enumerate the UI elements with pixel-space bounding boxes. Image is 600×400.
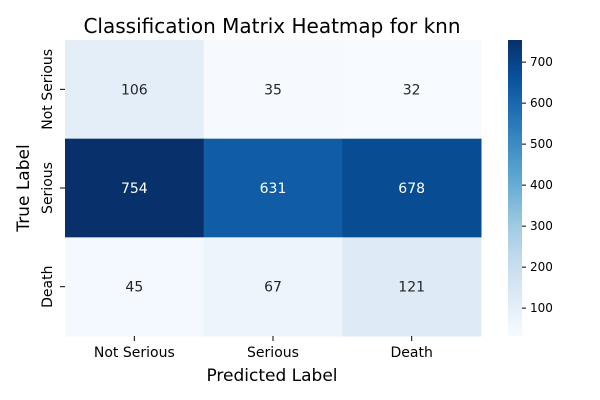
colorbar-ticks: 100 200 300 400 500 600 700 <box>522 55 553 315</box>
colorbar-tick-label: 600 <box>530 96 553 110</box>
cell-value-label: 45 <box>125 280 143 296</box>
y-axis-ticks: Not Serious Serious Death <box>40 49 65 308</box>
x-tick-label: Serious <box>247 345 299 361</box>
x-tick-label: Not Serious <box>94 345 175 361</box>
heatmap-cell <box>342 237 482 337</box>
cell-value-label: 678 <box>398 181 425 197</box>
colorbar <box>508 40 522 336</box>
chart-title: Classification Matrix Heatmap for knn <box>83 14 460 38</box>
cell-value-label: 754 <box>121 181 148 197</box>
colorbar-tick-label: 100 <box>530 301 553 315</box>
cell-value-label: 631 <box>260 181 287 197</box>
heatmap-cell <box>203 138 343 238</box>
y-tick-label: Not Serious <box>40 49 56 130</box>
colorbar-tick-label: 700 <box>530 55 553 69</box>
cell-value-label: 32 <box>403 82 421 98</box>
y-tick-label: Serious <box>40 162 56 214</box>
y-axis-label: True Label <box>14 144 34 232</box>
heatmap-cell <box>65 237 205 337</box>
cell-value-label: 67 <box>264 280 282 296</box>
y-tick-label: Death <box>40 266 56 308</box>
colorbar-tick-label: 500 <box>530 137 553 151</box>
cell-value-label: 121 <box>398 280 425 296</box>
x-tick-label: Death <box>391 345 433 361</box>
heatmap-cell <box>65 40 205 140</box>
heatmap-cell <box>65 138 205 238</box>
heatmap-cell-labels: 106 35 32 754 631 678 45 67 121 <box>121 82 425 295</box>
colorbar-tick-label: 300 <box>530 219 553 233</box>
heatmap-cells <box>65 40 482 337</box>
heatmap-cell <box>342 40 482 140</box>
colorbar-tick-label: 200 <box>530 260 553 274</box>
heatmap-cell <box>203 237 343 337</box>
heatmap-cell <box>342 138 482 238</box>
cell-value-label: 35 <box>264 82 282 98</box>
cell-value-label: 106 <box>121 82 148 98</box>
x-axis-label: Predicted Label <box>206 366 337 386</box>
heatmap-cell <box>203 40 343 140</box>
x-axis-ticks: Not Serious Serious Death <box>94 336 433 361</box>
colorbar-tick-label: 400 <box>530 178 553 192</box>
